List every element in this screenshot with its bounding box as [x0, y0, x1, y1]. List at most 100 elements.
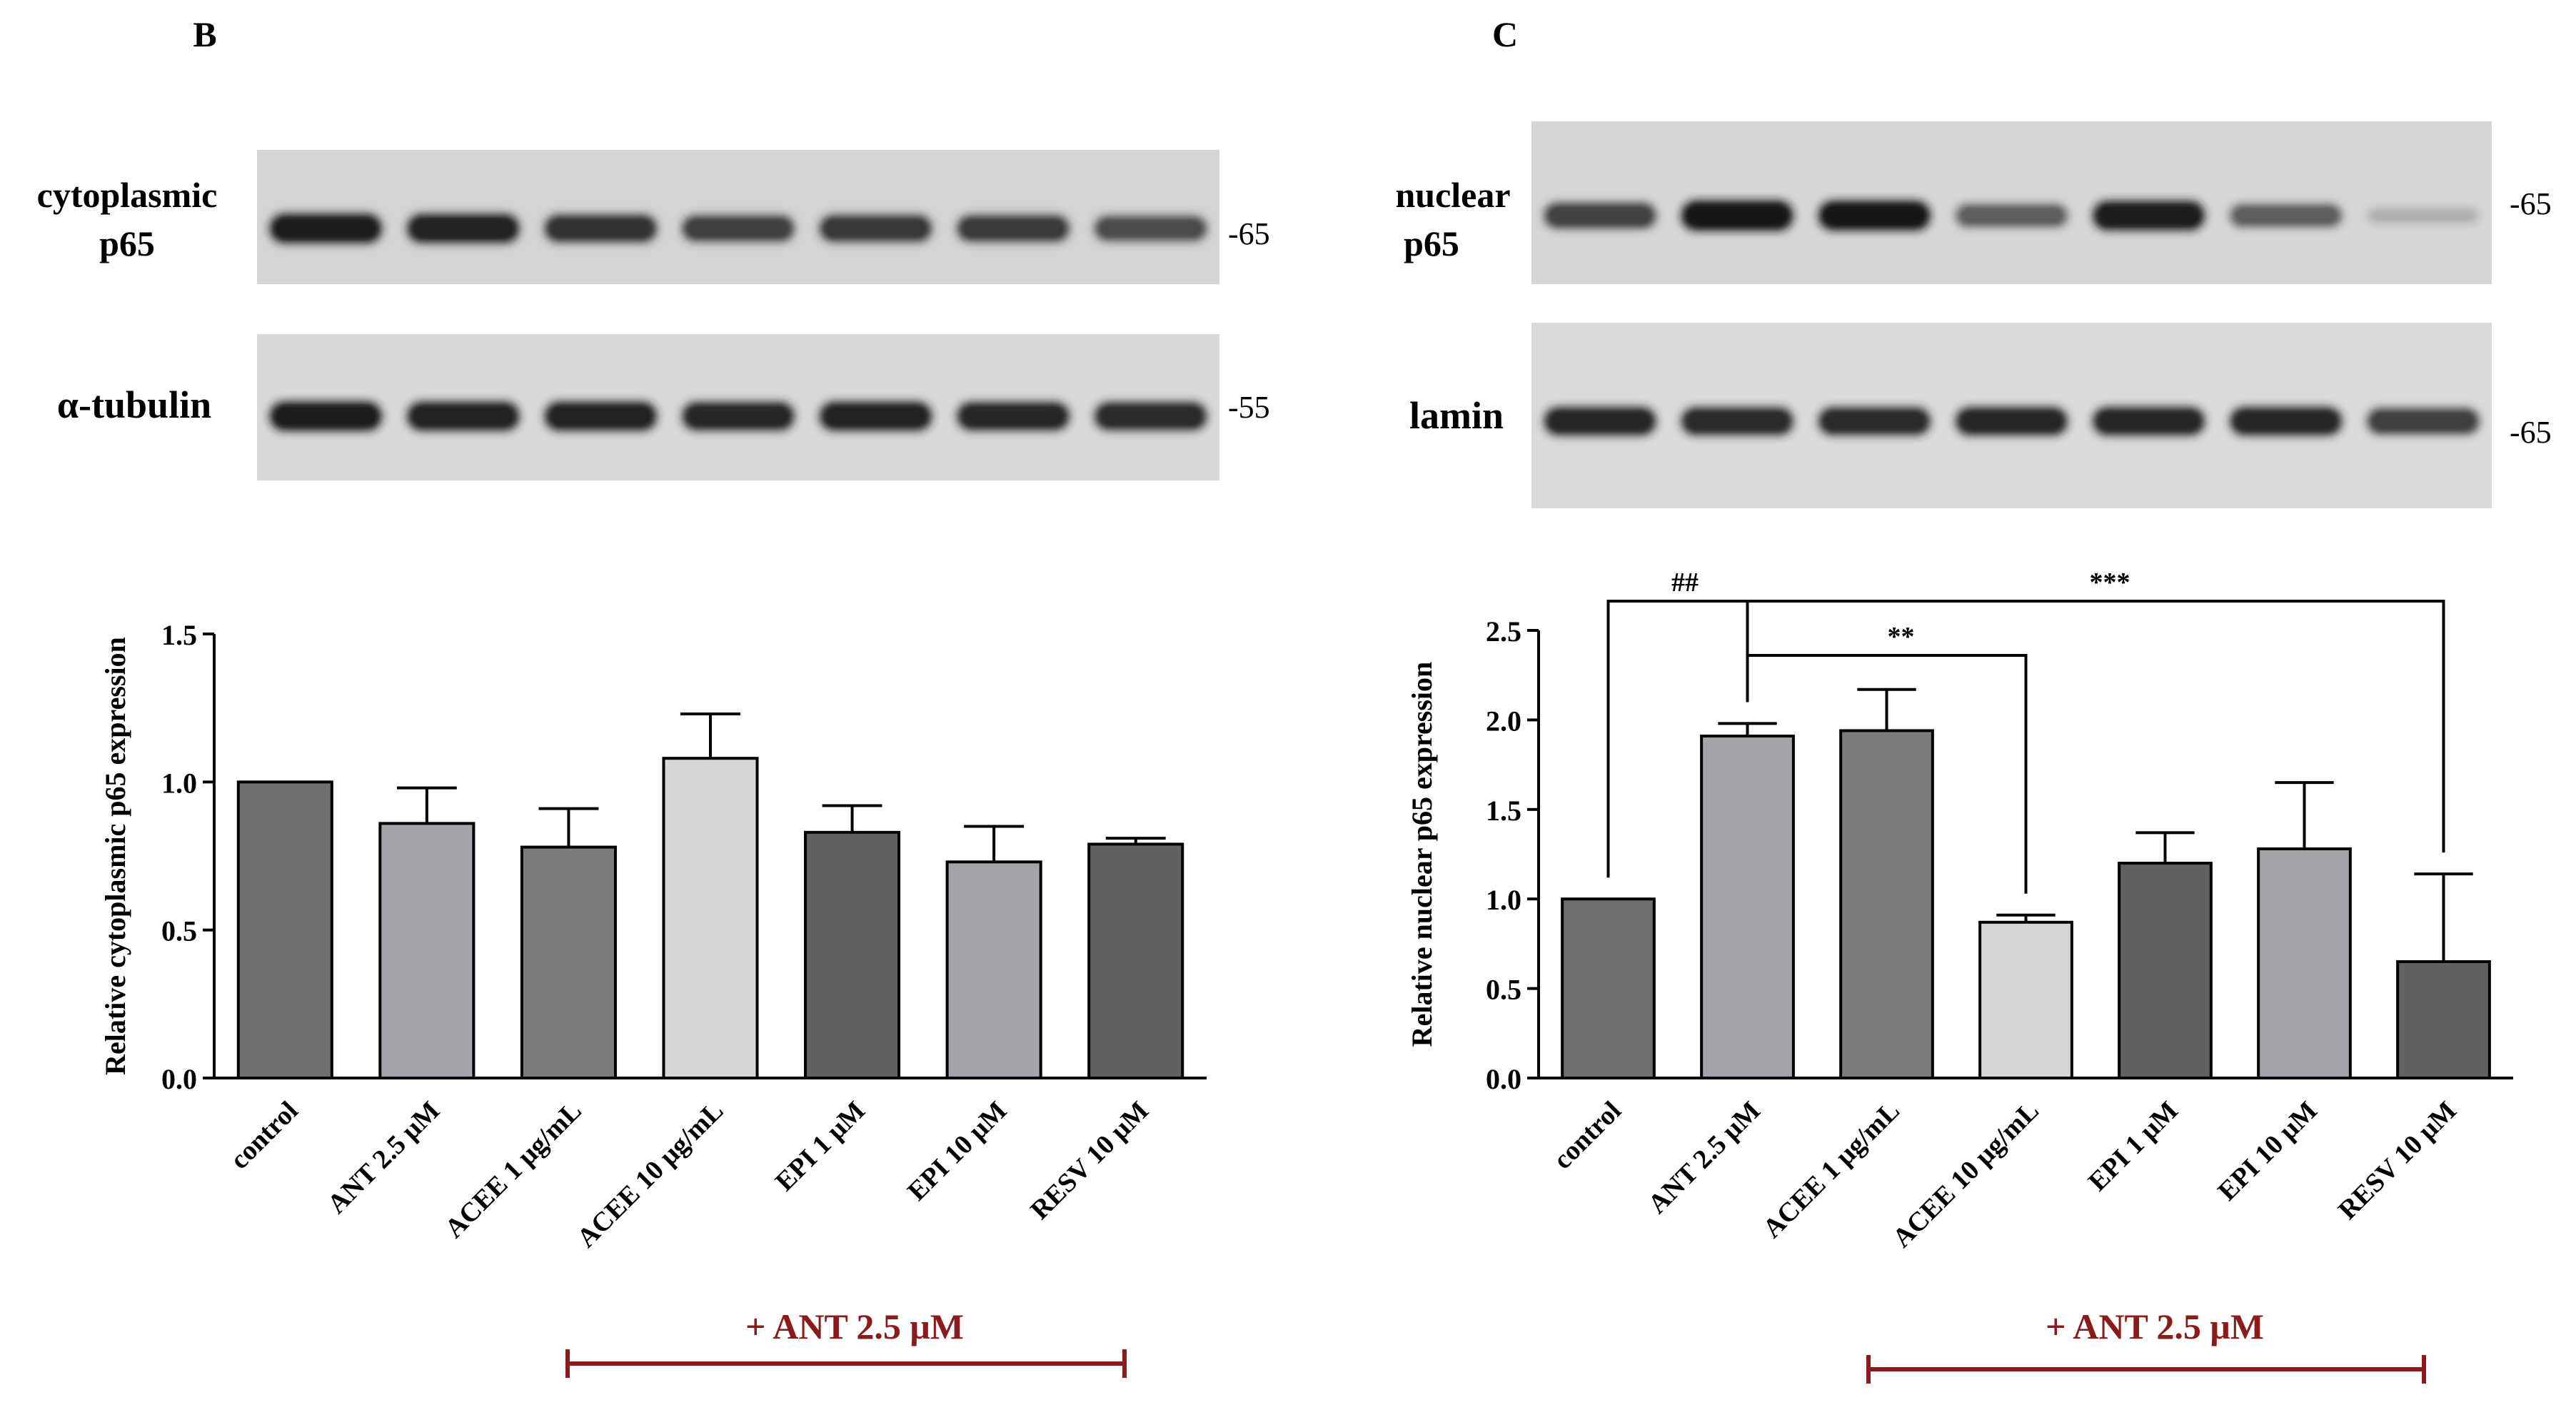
blot-band-core: [1687, 206, 1787, 225]
blot-band-core: [276, 407, 376, 425]
blot-bands: [1544, 406, 2480, 436]
y-axis-label: Relative nuclear p65 expression: [1406, 662, 1438, 1047]
blot-band-core: [826, 220, 926, 237]
chart-cytoplasmic-p65: 0.0 0.5 1.0 1.5 Relative cytoplasmic p65 exp…: [99, 619, 1207, 1254]
x-tick-label: EPI 1 μM: [770, 1096, 871, 1197]
blot-band-core: [963, 220, 1063, 237]
x-tick-label: control: [224, 1096, 303, 1175]
chart-nuclear-p65: 0.0 0.5 1.0 1.5 2.0 2.5 Relative nuclear p65 e…: [1406, 568, 2513, 1254]
molecular-weight-marker: -65: [2510, 415, 2552, 450]
blot-band-core: [2099, 412, 2198, 430]
blot-bands: [269, 401, 1207, 431]
blot-band-core: [963, 407, 1063, 425]
blot-band-core: [2099, 206, 2198, 225]
x-tick-label: ANT 2.5 μM: [322, 1096, 446, 1220]
blot-label-alpha-tubulin: α-tubulin: [57, 383, 211, 426]
significance-label: ***: [2090, 568, 2130, 598]
blot-band-core: [1101, 408, 1201, 425]
x-tick-label: ACEE 10 μg/mL: [1887, 1096, 2045, 1254]
panel-b: B cytoplasmic p65 -65 α-tubulin -55 0.00…: [37, 14, 1270, 1378]
blot-band-core: [1550, 412, 1650, 430]
x-tick-label: ACEE 1 μg/mL: [1757, 1096, 1906, 1244]
blot-membrane: [1531, 121, 2492, 284]
blot-band-core: [1962, 208, 2061, 223]
blot-nuclear-p65: nuclear p65 -65: [1395, 121, 2552, 284]
blot-band-core: [1825, 413, 1924, 430]
y-tick-label: 0.0: [161, 1063, 197, 1095]
bar: [378, 822, 476, 1080]
bar: [2396, 960, 2491, 1079]
blot-band-core: [413, 219, 513, 238]
x-tick-label: EPI 1 μM: [2083, 1096, 2184, 1197]
panel-c-letter: C: [1492, 14, 1518, 54]
blot-band-core: [2236, 412, 2336, 430]
bar: [2118, 862, 2213, 1080]
blot-band-core: [688, 407, 788, 425]
blot-label-p65: p65: [1404, 223, 1459, 263]
bar: [2257, 847, 2352, 1079]
y-axis-label: Relative cytoplasmic p65 expression: [99, 637, 131, 1075]
bar: [945, 860, 1042, 1079]
y-tick-label: 1.5: [161, 619, 197, 651]
panel-b-letter: B: [193, 14, 216, 54]
blot-band-core: [1825, 206, 1924, 225]
y-tick-label: 0.5: [1486, 974, 1521, 1006]
bar: [804, 830, 901, 1079]
molecular-weight-marker: -65: [2510, 186, 2552, 221]
x-tick-label: control: [1548, 1096, 1627, 1175]
blot-band-core: [1687, 413, 1787, 430]
bar: [1978, 920, 2073, 1079]
y-tick-label: 1.5: [1486, 795, 1521, 827]
y-tick-label: 2.0: [1486, 705, 1521, 737]
bar: [236, 780, 333, 1080]
significance-bracket: [1746, 600, 2445, 853]
blot-band-core: [550, 220, 650, 237]
x-tick-label: RESV 10 μM: [2333, 1096, 2462, 1226]
molecular-weight-marker: -55: [1228, 390, 1270, 425]
x-tick-label: ANT 2.5 μM: [1642, 1096, 1766, 1220]
treatment-bracket: + ANT 2.5 μM: [565, 1306, 1127, 1378]
bar: [1700, 734, 1795, 1080]
significance-label: ##: [1671, 568, 1699, 598]
blot-band-core: [413, 407, 513, 425]
y-tick-label: 0.5: [161, 915, 197, 947]
blot-alpha-tubulin: α-tubulin -55: [57, 334, 1270, 480]
blot-cytoplasmic-p65: cytoplasmic p65 -65: [37, 150, 1270, 284]
bar: [1087, 842, 1184, 1079]
bar: [1839, 729, 1934, 1079]
y-tick-label: 2.5: [1486, 615, 1521, 648]
blot-bands: [269, 213, 1207, 243]
bar: [520, 845, 617, 1080]
molecular-weight-marker: -65: [1228, 216, 1270, 251]
blot-band-core: [276, 219, 376, 238]
blot-band-core: [2236, 208, 2336, 223]
blot-label-p65: p65: [99, 223, 155, 263]
bar: [662, 757, 759, 1080]
treatment-bracket-label: + ANT 2.5 μM: [745, 1306, 964, 1346]
treatment-bracket-label: + ANT 2.5 μM: [2046, 1306, 2264, 1346]
x-tick-label: ACEE 1 μg/mL: [439, 1096, 588, 1244]
significance-label: **: [1888, 622, 1915, 652]
blot-label-lamin: lamin: [1409, 394, 1504, 437]
x-tick-label: RESV 10 μM: [1025, 1096, 1154, 1226]
blot-band-core: [826, 407, 926, 425]
blot-band-core: [2373, 211, 2473, 221]
x-tick-label: EPI 10 μM: [902, 1096, 1012, 1207]
blot-label-cytoplasmic: cytoplasmic: [37, 175, 218, 215]
blot-band-core: [2373, 413, 2473, 430]
blot-band-core: [1550, 208, 1650, 223]
y-tick-label: 0.0: [1486, 1063, 1521, 1095]
y-tick-label: 1.0: [1486, 884, 1521, 916]
x-tick-label: ACEE 10 μg/mL: [571, 1096, 729, 1254]
bar: [1561, 897, 1656, 1079]
blot-band-core: [1101, 221, 1201, 236]
blot-band-core: [550, 407, 650, 425]
blot-bands: [1544, 200, 2480, 231]
y-tick-label: 1.0: [161, 767, 197, 799]
x-tick-label: EPI 10 μM: [2212, 1096, 2323, 1207]
panel-c: C nuclear p65 -65 lamin -65 0.0 0.5 1.0 1.5…: [1395, 14, 2552, 1384]
blot-lamin: lamin -65: [1409, 323, 2552, 508]
treatment-bracket: + ANT 2.5 μM: [1866, 1306, 2426, 1384]
blot-band-core: [1962, 413, 2061, 430]
